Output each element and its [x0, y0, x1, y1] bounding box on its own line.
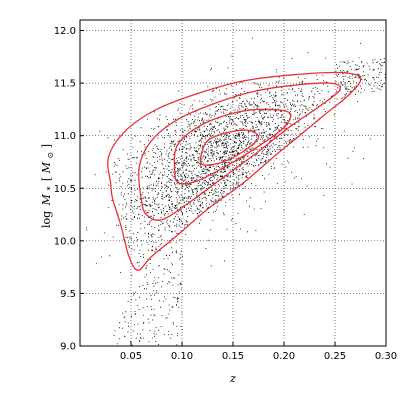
contour-mid — [137, 82, 342, 221]
x-axis-label: z — [229, 372, 236, 385]
y-tick-label: 9.0 — [60, 342, 76, 353]
x-tick-label: 0.25 — [324, 351, 346, 362]
y-tick-label: 10.0 — [54, 236, 76, 247]
x-tick-label: 0.15 — [222, 351, 244, 362]
contour-inner — [173, 108, 292, 185]
x-tick-label: 0.30 — [375, 351, 397, 362]
y-tick-label: 9.5 — [60, 289, 76, 300]
y-tick-label: 11.0 — [54, 131, 76, 142]
y-tick-label: 12.0 — [54, 26, 76, 37]
scatter-point-cloud — [86, 37, 386, 346]
contour-core — [199, 129, 260, 166]
axis-ticks: 0.05 0.10 0.15 0.20 0.25 0.30 9.0 9.5 10.0 10.5 11… — [54, 26, 397, 362]
contour-outer — [107, 71, 362, 271]
x-tick-label: 0.10 — [171, 351, 193, 362]
scatter-points — [86, 37, 386, 346]
y-tick-label: 11.5 — [54, 79, 76, 90]
x-tick-label: 0.20 — [273, 351, 295, 362]
x-tick-label: 0.05 — [120, 351, 142, 362]
y-tick-label: 10.5 — [54, 184, 76, 195]
y-axis-label: log M * [ M ⊙ ] — [40, 144, 56, 228]
density-contours — [107, 71, 362, 271]
